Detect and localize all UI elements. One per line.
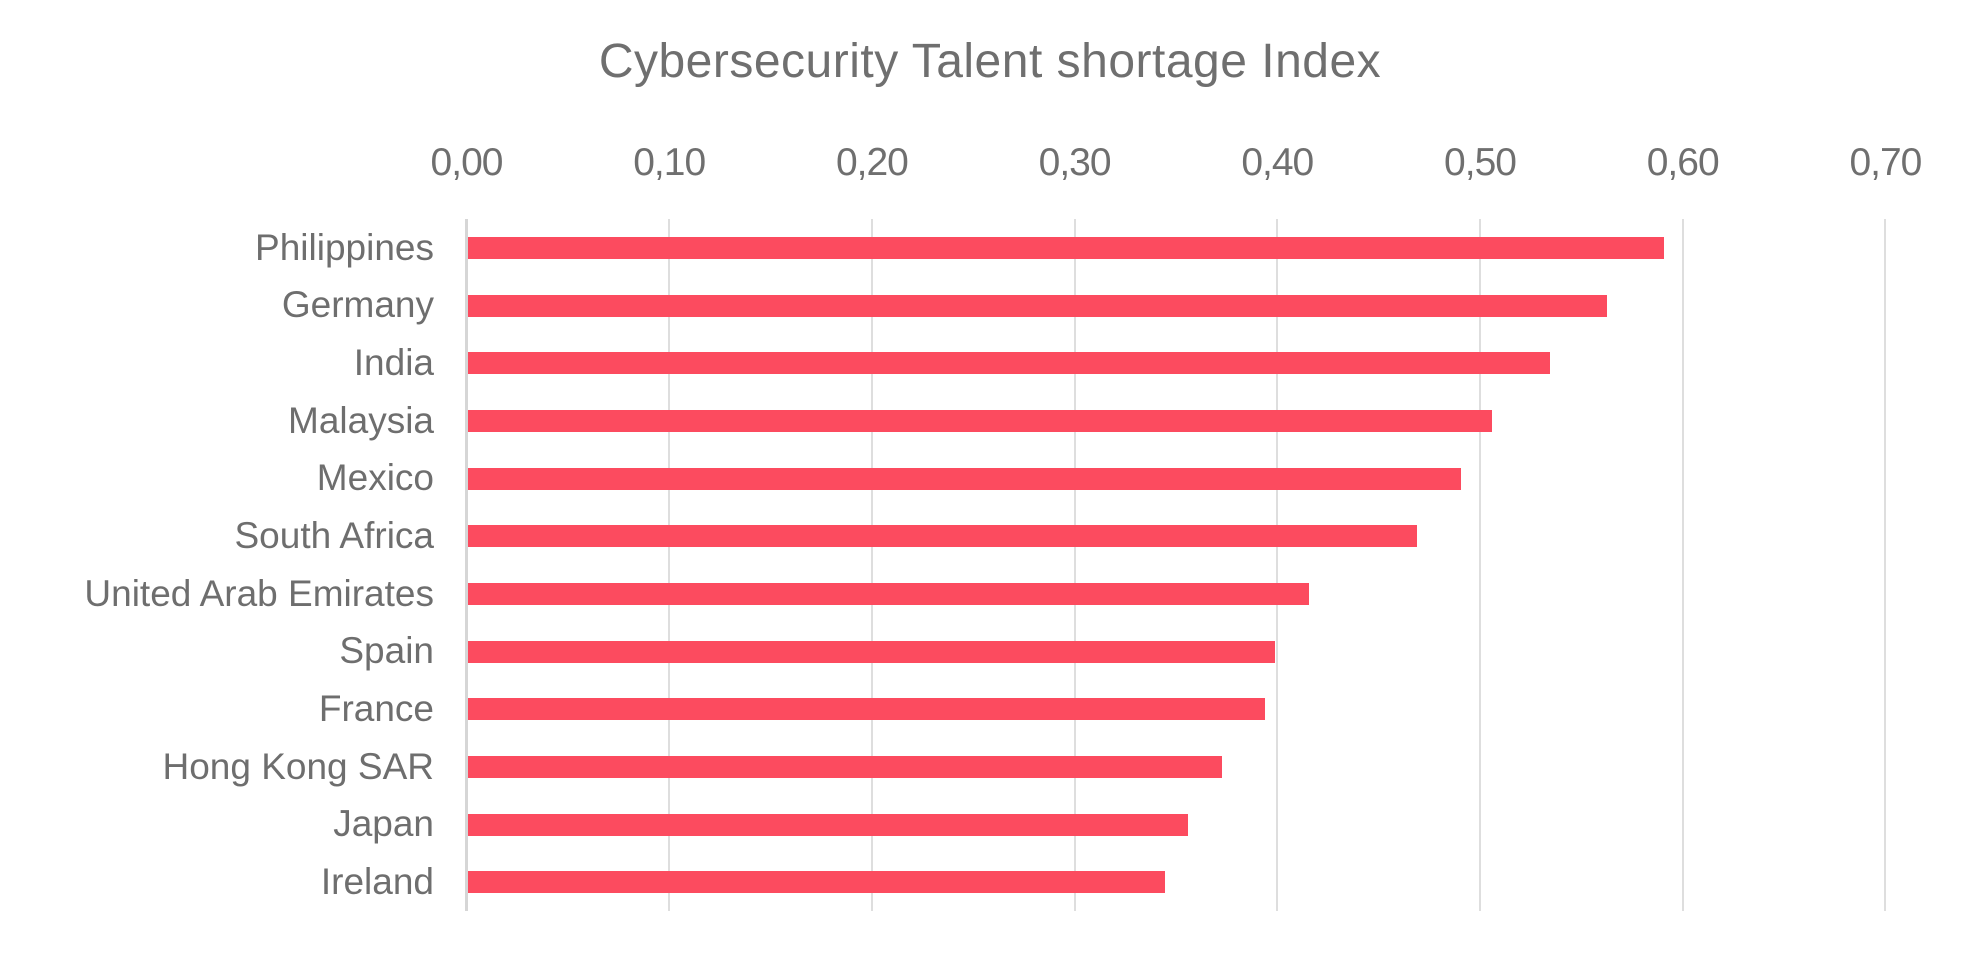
bar-ireland: [468, 871, 1166, 894]
bar-malaysia: [468, 409, 1492, 432]
bar-france: [468, 698, 1265, 721]
category-label: India: [353, 342, 434, 384]
gridline: [1884, 219, 1887, 911]
bar-germany: [468, 294, 1608, 317]
gridline: [1073, 219, 1076, 911]
bar-philippines: [468, 236, 1664, 259]
x-tick-label: 0,30: [1038, 141, 1112, 184]
category-label: Hong Kong SAR: [162, 745, 434, 787]
bar-japan: [468, 813, 1188, 836]
chart-title: Cybersecurity Talent shortage Index: [598, 35, 1382, 88]
gridline: [870, 219, 873, 911]
bar-spain: [468, 640, 1275, 663]
bar-south-africa: [468, 525, 1417, 548]
x-tick-label: 0,70: [1849, 141, 1922, 184]
x-tick-label: 0,40: [1241, 141, 1314, 184]
x-tick-label: 0,50: [1444, 141, 1517, 184]
category-label: Spain: [339, 630, 434, 672]
x-tick-label: 0,10: [633, 141, 706, 184]
bar-united-arab-emirates: [468, 582, 1310, 605]
category-label: South Africa: [234, 515, 434, 557]
gridline: [1479, 219, 1481, 911]
bar-mexico: [468, 467, 1462, 490]
category-label: Germany: [281, 284, 434, 326]
category-label: Mexico: [316, 457, 434, 499]
bar-india: [468, 352, 1551, 375]
y-axis-line: [465, 219, 468, 911]
category-label: United Arab Emirates: [84, 572, 434, 614]
category-label: France: [318, 688, 434, 730]
bar-hong-kong-sar: [468, 755, 1223, 778]
gridline: [1681, 219, 1684, 911]
gridline: [668, 219, 671, 911]
category-label: Philippines: [255, 226, 434, 268]
category-label: Malaysia: [288, 399, 434, 441]
gridline: [1276, 219, 1279, 911]
category-label: Ireland: [320, 861, 434, 903]
x-tick-label: 0,60: [1646, 141, 1720, 184]
category-label: Japan: [333, 803, 434, 845]
x-tick-label: 0,00: [430, 141, 504, 184]
x-tick-label: 0,20: [835, 141, 909, 184]
